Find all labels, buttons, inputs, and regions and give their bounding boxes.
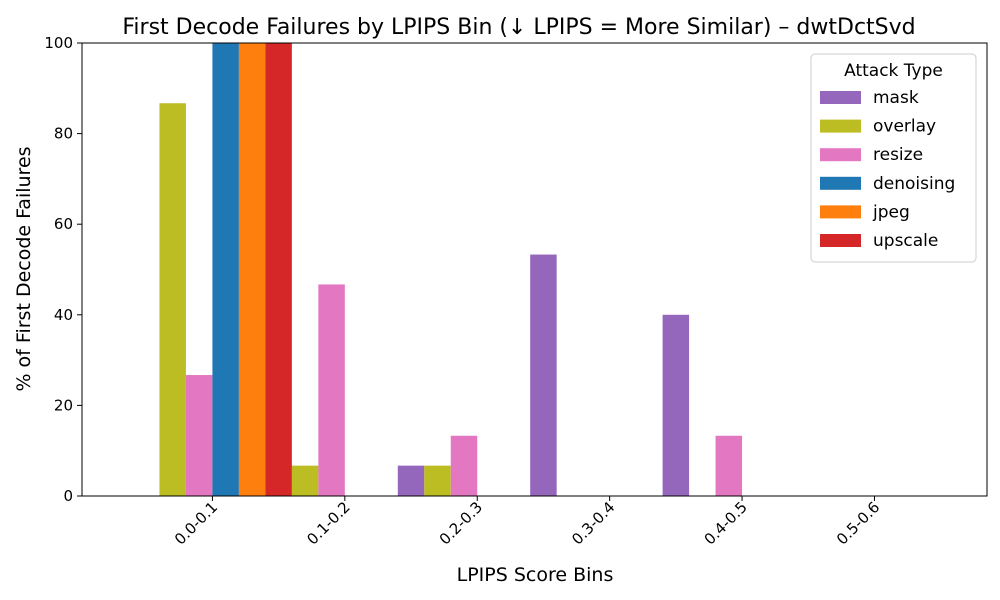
y-tick-label: 60 xyxy=(54,215,73,233)
y-tick-label: 0 xyxy=(63,487,73,505)
legend-swatch-denoising xyxy=(820,176,861,190)
bar-overlay-0.0-0.1 xyxy=(159,103,186,497)
legend-swatch-jpeg xyxy=(820,205,861,219)
bar-upscale-0.0-0.1 xyxy=(265,43,292,496)
legend-label-jpeg: jpeg xyxy=(872,202,910,222)
y-tick-label: 20 xyxy=(54,396,73,414)
bar-resize-0.4-0.5 xyxy=(715,435,743,496)
x-tick-label: 0.2-0.3 xyxy=(436,498,486,548)
legend-swatch-mask xyxy=(820,91,861,104)
plot-frame xyxy=(81,42,988,497)
x-tick-label: 0.1-0.2 xyxy=(303,498,353,548)
legend-swatch-resize xyxy=(820,148,861,162)
bar-jpeg-0.0-0.1 xyxy=(238,43,266,496)
bar-overlay-0.1-0.2 xyxy=(291,465,319,496)
y-tick-label: 80 xyxy=(54,125,73,143)
y-axis-label: % of First Decode Failures xyxy=(13,146,35,391)
x-tick-label: 0.5-0.6 xyxy=(833,498,883,548)
x-tick-label: 0.4-0.5 xyxy=(701,498,751,548)
y-axis: 0 20 40 60 80 100 xyxy=(44,34,82,505)
bar-overlay-0.2-0.3 xyxy=(424,465,451,496)
bar-resize-0.1-0.2 xyxy=(318,284,345,496)
bar-mask-0.2-0.3 xyxy=(397,465,425,496)
bar-mask-0.3-0.4 xyxy=(530,254,557,496)
legend-swatch-overlay xyxy=(820,119,861,133)
bar-denoising-0.0-0.1 xyxy=(212,43,239,496)
legend-label-resize: resize xyxy=(873,145,923,165)
legend-label-denoising: denoising xyxy=(873,174,955,194)
bar-resize-0.0-0.1 xyxy=(185,375,213,496)
bar-resize-0.2-0.3 xyxy=(450,435,478,496)
legend-label-mask: mask xyxy=(873,88,919,108)
legend-title: Attack Type xyxy=(844,61,943,81)
x-axis-label: LPIPS Score Bins xyxy=(457,564,614,586)
legend-label-upscale: upscale xyxy=(873,231,938,251)
chart-title: First Decode Failures by LPIPS Bin (↓ LP… xyxy=(122,15,915,40)
bar-mask-0.4-0.5 xyxy=(662,314,690,496)
legend: Attack Type mask overlay resize denoising jpe… xyxy=(810,53,977,263)
x-tick-label: 0.3-0.4 xyxy=(568,498,618,548)
y-tick-label: 40 xyxy=(54,306,73,324)
x-axis: 0.0-0.1 0.1-0.2 0.2-0.3 0.3-0.4 0.4-0.5 0.5-0… xyxy=(171,496,883,548)
legend-label-overlay: overlay xyxy=(873,117,936,137)
bars-layer xyxy=(159,43,743,497)
legend-swatch-upscale xyxy=(820,234,861,247)
y-tick-label: 100 xyxy=(44,34,73,52)
x-tick-label: 0.0-0.1 xyxy=(171,498,221,548)
